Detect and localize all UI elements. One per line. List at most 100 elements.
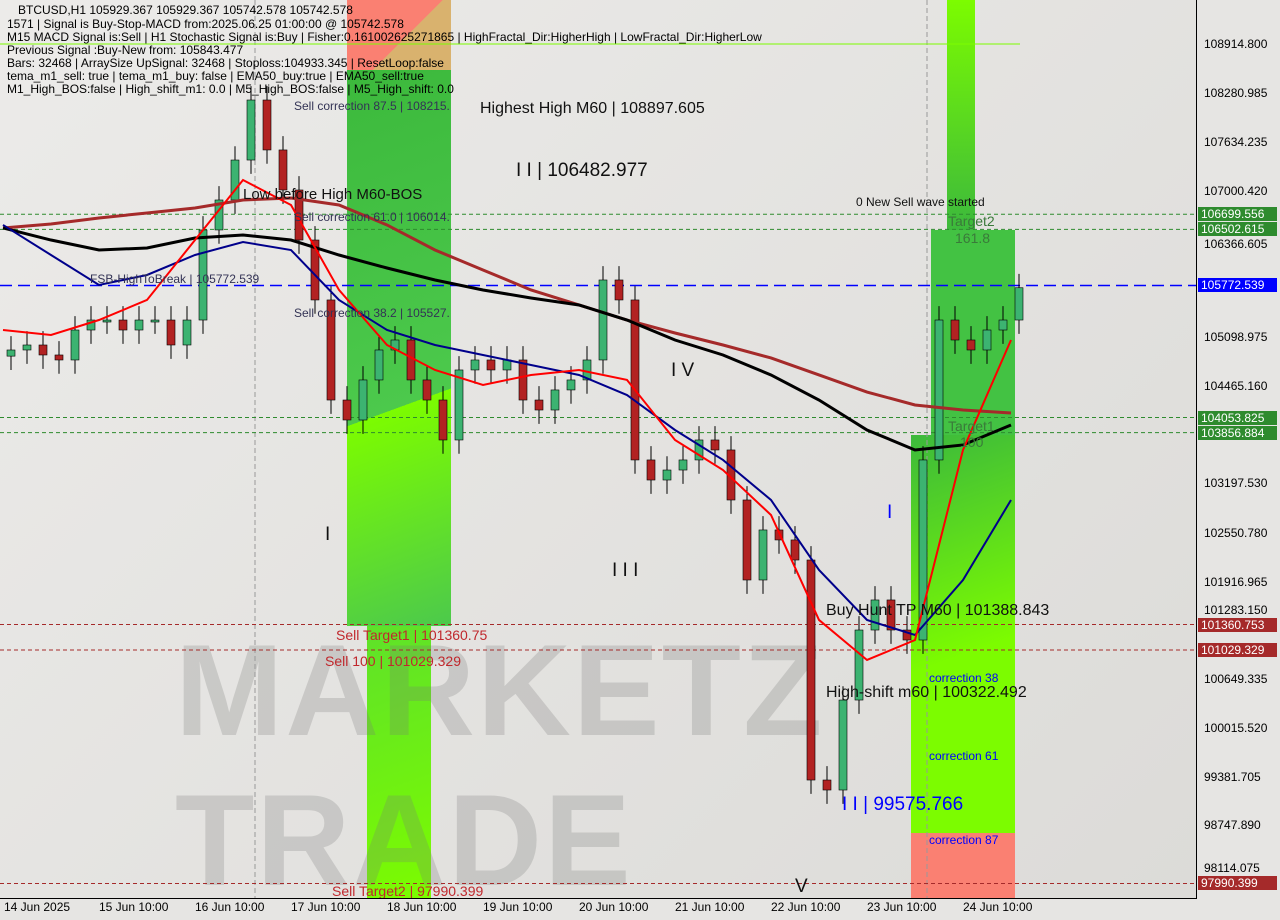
candle <box>678 459 688 471</box>
candle <box>662 469 672 481</box>
price-level-label: 101360.753 <box>1198 617 1277 632</box>
candle <box>150 319 160 323</box>
info-line: 1571 | Signal is Buy-Stop-MACD from:2025… <box>7 17 404 31</box>
candle <box>982 329 992 351</box>
price-level-label: 105772.539 <box>1198 278 1277 293</box>
buy-zone-top <box>947 0 975 230</box>
candle <box>790 539 800 561</box>
wave-i-blue-label: I <box>887 502 893 523</box>
candle <box>486 359 496 371</box>
price-tick-label: 104465.160 <box>1204 378 1268 393</box>
moving-average-line <box>2 196 1012 415</box>
candle <box>86 319 96 331</box>
candle <box>118 319 128 331</box>
candle <box>854 629 864 701</box>
candle <box>710 439 720 451</box>
candle <box>102 319 112 323</box>
sell-zone-lime <box>367 626 431 898</box>
date-tick-label: 24 Jun 10:00 <box>963 900 1033 914</box>
sell-target1-label: Sell Target1 | 101360.75 <box>336 627 488 643</box>
candle <box>998 319 1008 331</box>
date-tick-label: 23 Jun 10:00 <box>867 900 937 914</box>
date-tick-label: 21 Jun 10:00 <box>675 900 745 914</box>
candle <box>902 629 912 641</box>
date-tick-label: 16 Jun 10:00 <box>195 900 265 914</box>
price-tick-label: 103197.530 <box>1204 476 1268 491</box>
moving-average-line <box>2 226 1012 452</box>
price-level-label: 106699.556 <box>1198 207 1277 222</box>
price-tick-label: 101283.150 <box>1204 602 1268 617</box>
date-tick-label: 17 Jun 10:00 <box>291 900 361 914</box>
candle <box>246 99 256 161</box>
new-sell-wave-label: 0 New Sell wave started <box>856 195 985 209</box>
low-before-high-label: Low before High M60-BOS <box>243 186 423 203</box>
candle <box>22 344 32 351</box>
price-level-label: 104053.825 <box>1198 410 1277 425</box>
candle <box>918 459 928 641</box>
candle <box>646 459 656 481</box>
candle <box>358 379 368 421</box>
date-tick-label: 15 Jun 10:00 <box>99 900 169 914</box>
date-tick-label: 14 Jun 2025 <box>4 900 71 914</box>
date-tick-label: 20 Jun 10:00 <box>579 900 649 914</box>
price-tick-label: 102550.780 <box>1204 526 1268 541</box>
candle <box>614 279 624 301</box>
price-level-label: 97990.399 <box>1198 876 1277 891</box>
target1-value: 100 <box>960 434 984 450</box>
price-level-label: 103856.884 <box>1198 425 1277 440</box>
candle <box>822 779 832 791</box>
wave-i-label: I <box>325 524 331 545</box>
highest-high-label: Highest High M60 | 108897.605 <box>480 100 705 117</box>
candle <box>518 359 528 401</box>
candle <box>422 379 432 401</box>
candle <box>262 99 272 151</box>
target1-label: Target1 <box>948 418 995 434</box>
candle <box>806 559 816 781</box>
price-tick-label: 100015.520 <box>1204 720 1268 735</box>
candle <box>134 319 144 331</box>
price-tick-label: 106366.605 <box>1204 237 1268 252</box>
info-line: Previous Signal :Buy-New from: 105843.47… <box>7 43 244 57</box>
candle <box>598 279 608 361</box>
buy-zone-red <box>911 833 1015 898</box>
candle <box>454 369 464 441</box>
candle <box>630 299 640 461</box>
candle <box>886 599 896 631</box>
plot-area[interactable]: MARKETZ TRADE BTCUSD,H1 105929.367 10592… <box>0 0 1197 899</box>
date-tick-label: 18 Jun 10:00 <box>387 900 457 914</box>
target2-label: Target2 <box>948 213 995 229</box>
candle <box>742 499 752 581</box>
candle <box>1014 287 1024 321</box>
candle <box>6 349 16 357</box>
wave-iii-label: I I I <box>612 560 639 581</box>
price-tick-label: 107000.420 <box>1204 184 1268 199</box>
high-shift-label: High-shift m60 | 100322.492 <box>826 684 1027 701</box>
candle <box>294 189 304 241</box>
correction-38-label: correction 38 <box>929 671 999 685</box>
wave-iv-label: I V <box>671 360 695 381</box>
target2-value: 161.8 <box>955 230 991 246</box>
sell-correction-610: Sell correction 61.0 | 106014. <box>294 210 450 224</box>
candle <box>374 349 384 381</box>
sell-correction-382: Sell correction 38.2 | 105527. <box>294 306 450 320</box>
candle <box>934 319 944 461</box>
date-tick-label: 22 Jun 10:00 <box>771 900 841 914</box>
candle <box>966 339 976 351</box>
candle <box>342 399 352 421</box>
price-tick-label: 105098.975 <box>1204 330 1268 345</box>
info-line: M15 MACD Signal is:Sell | H1 Stochastic … <box>7 30 762 44</box>
price-tick-label: 99381.705 <box>1204 769 1261 784</box>
price-tick-label: 98114.075 <box>1204 861 1260 876</box>
symbol-line: BTCUSD,H1 105929.367 105929.367 105742.5… <box>18 3 353 17</box>
candle <box>534 399 544 411</box>
wave-v-label: V <box>795 876 808 897</box>
price-tick-label: 108280.985 <box>1204 85 1268 100</box>
info-line: M1_High_BOS:false | High_shift_m1: 0.0 |… <box>7 82 454 96</box>
price-level-label: 106502.615 <box>1198 222 1277 237</box>
date-tick-label: 19 Jun 10:00 <box>483 900 553 914</box>
price-level-label: 101029.329 <box>1198 642 1277 657</box>
price-tick-label: 108914.800 <box>1204 37 1268 51</box>
candle <box>694 439 704 461</box>
correction-61-label: correction 61 <box>929 749 999 763</box>
